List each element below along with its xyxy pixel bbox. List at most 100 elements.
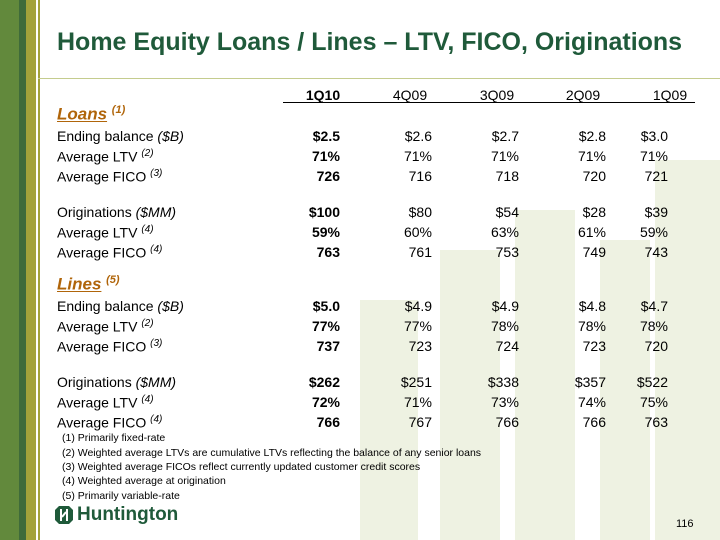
huntington-logo: Huntington xyxy=(55,504,178,526)
row-label: Originations ($MM) xyxy=(57,374,176,390)
column-header: 4Q09 xyxy=(392,87,428,103)
row-label-text: Average LTV xyxy=(57,318,138,335)
row-label-text: Average LTV xyxy=(57,224,138,241)
row-label-text: Average FICO xyxy=(57,168,147,185)
cell-value: 724 xyxy=(495,338,519,354)
footnote: (2) Weighted average LTVs are cumulative… xyxy=(62,447,482,459)
cell-value: 71% xyxy=(639,148,668,164)
table-row: Average LTV (2) 71% 71% 71% 71% 71% xyxy=(0,148,720,168)
row-label: Average LTV (4) xyxy=(57,224,154,241)
cell-value: $54 xyxy=(495,204,519,220)
cell-value: 720 xyxy=(582,168,606,184)
section-heading-lines: Lines (5) xyxy=(57,274,120,295)
section-note: (1) xyxy=(111,104,126,116)
row-note: (3) xyxy=(150,338,163,349)
table-row: Average LTV (2) 77% 77% 78% 78% 78% xyxy=(0,318,720,338)
table-row: Originations ($MM) $100 $80 $54 $28 $39 xyxy=(0,204,720,224)
table-row: Average FICO (4) 766 767 766 766 763 xyxy=(0,414,720,434)
cell-value: 761 xyxy=(408,244,432,260)
cell-value: 763 xyxy=(316,244,340,260)
divider xyxy=(38,78,720,79)
row-unit: ($B) xyxy=(157,298,184,314)
row-note: (4) xyxy=(141,224,154,235)
cell-value: $262 xyxy=(308,374,340,390)
cell-value: 718 xyxy=(495,168,519,184)
cell-value: $2.8 xyxy=(578,128,606,144)
row-label: Ending balance ($B) xyxy=(57,128,184,144)
column-headers: 1Q10 4Q09 3Q09 2Q09 1Q09 xyxy=(0,87,720,107)
row-note: (4) xyxy=(150,414,163,425)
cell-value: $5.0 xyxy=(312,298,340,314)
row-label-text: Ending balance xyxy=(57,128,154,144)
row-label: Average FICO (4) xyxy=(57,414,162,431)
cell-value: $3.0 xyxy=(640,128,668,144)
cell-value: $338 xyxy=(487,374,519,390)
cell-value: 71% xyxy=(403,394,432,410)
row-label: Average FICO (3) xyxy=(57,168,162,185)
column-header: 1Q09 xyxy=(652,87,688,103)
left-band xyxy=(38,0,40,540)
cell-value: 71% xyxy=(577,148,606,164)
table-row: Originations ($MM) $262 $251 $338 $357 $522 xyxy=(0,374,720,394)
cell-value: 77% xyxy=(403,318,432,334)
footnote: (1) Primarily fixed-rate xyxy=(62,432,166,444)
page-number: 116 xyxy=(676,518,694,530)
row-label-text: Originations xyxy=(57,204,132,220)
row-label: Average LTV (4) xyxy=(57,394,154,411)
cell-value: $39 xyxy=(644,204,668,220)
row-unit: ($MM) xyxy=(135,204,177,220)
cell-value: 59% xyxy=(639,224,668,240)
cell-value: 766 xyxy=(316,414,340,430)
footnote: (3) Weighted average FICOs reflect curre… xyxy=(62,461,421,473)
left-band xyxy=(0,0,19,540)
cell-value: $2.6 xyxy=(404,128,432,144)
row-label: Originations ($MM) xyxy=(57,204,176,220)
cell-value: 753 xyxy=(495,244,519,260)
cell-value: 766 xyxy=(582,414,606,430)
page-title: Home Equity Loans / Lines – LTV, FICO, O… xyxy=(57,28,683,56)
row-unit: ($MM) xyxy=(135,374,177,390)
cell-value: $4.8 xyxy=(578,298,606,314)
cell-value: 723 xyxy=(408,338,432,354)
row-label-text: Average LTV xyxy=(57,148,138,165)
row-label: Average FICO (3) xyxy=(57,338,162,355)
cell-value: 723 xyxy=(582,338,606,354)
cell-value: $4.9 xyxy=(404,298,432,314)
cell-value: 767 xyxy=(408,414,432,430)
row-label-text: Average LTV xyxy=(57,394,138,411)
cell-value: 72% xyxy=(311,394,340,410)
row-note: (4) xyxy=(150,244,163,255)
row-label-text: Average FICO xyxy=(57,414,147,431)
header-rule xyxy=(283,102,695,103)
cell-value: 61% xyxy=(577,224,606,240)
row-label: Average FICO (4) xyxy=(57,244,162,261)
row-label-text: Ending balance xyxy=(57,298,154,314)
logo-text: Huntington xyxy=(77,504,179,525)
left-band xyxy=(19,0,26,540)
cell-value: $357 xyxy=(574,374,606,390)
cell-value: 721 xyxy=(644,168,668,184)
table-row: Average LTV (4) 59% 60% 63% 61% 59% xyxy=(0,224,720,244)
cell-value: 720 xyxy=(644,338,668,354)
row-note: (3) xyxy=(150,168,163,179)
cell-value: $100 xyxy=(308,204,340,220)
column-header: 3Q09 xyxy=(479,87,515,103)
row-unit: ($B) xyxy=(157,128,184,144)
cell-value: 716 xyxy=(408,168,432,184)
cell-value: 71% xyxy=(403,148,432,164)
row-label: Average LTV (2) xyxy=(57,318,154,335)
row-label-text: Average FICO xyxy=(57,338,147,355)
cell-value: 73% xyxy=(490,394,519,410)
cell-value: 743 xyxy=(644,244,668,260)
cell-value: $4.7 xyxy=(640,298,668,314)
row-note: (2) xyxy=(141,318,154,329)
cell-value: 74% xyxy=(577,394,606,410)
cell-value: 78% xyxy=(490,318,519,334)
column-header: 1Q10 xyxy=(305,87,341,103)
cell-value: 77% xyxy=(311,318,340,334)
cell-value: 78% xyxy=(577,318,606,334)
cell-value: 766 xyxy=(495,414,519,430)
row-label: Ending balance ($B) xyxy=(57,298,184,314)
cell-value: 749 xyxy=(582,244,606,260)
